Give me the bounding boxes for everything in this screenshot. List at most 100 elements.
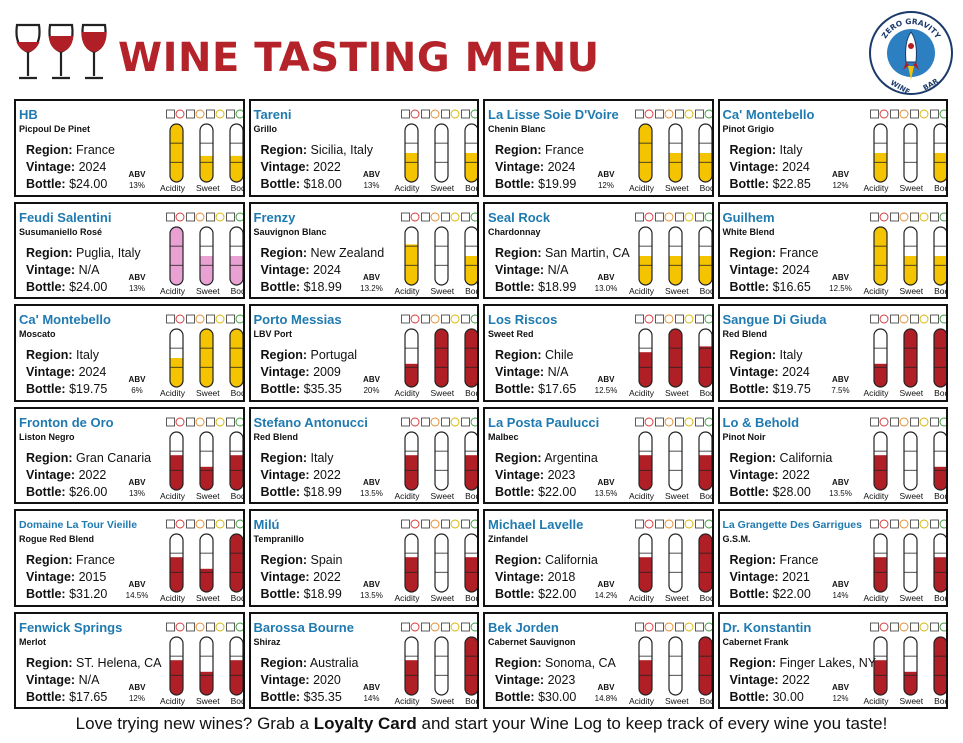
sweet-tube [199,635,214,696]
body-label: Body [934,490,946,501]
wine-details: Region: Italy Vintage: 2024 Bottle: $22.85 [730,142,811,193]
wine-card: Seal Rock Chardonnay Region: San Martin, C… [483,201,714,299]
region-line: Region: California [495,553,598,567]
acidity-label: Acidity [160,285,186,296]
bottle-line: Bottle: $24.00 [26,279,108,294]
grape-variety: Red Blend [722,329,768,339]
wine-details: Region: Chile Vintage: N/A Bottle: $17.65 [495,347,576,398]
bottle-price: $22.00 [772,587,811,601]
loyalty-card-text: Loyalty Card [313,714,417,733]
rating-scale-icon [635,519,712,529]
vintage-line: Vintage: 2022 [729,672,810,687]
scale-axis: Acidity Sweet Body [160,491,243,501]
header: WINE TASTING MENU ZERO GRAVITY WINE BAR [0,0,963,98]
taste-tubes [403,635,478,696]
bottle-line: Bottle: $19.75 [729,382,811,396]
grape-variety: Shiraz [253,636,281,647]
body-label: Body [699,593,712,603]
body-tube [463,225,478,286]
rating-scale-icon [166,212,243,221]
wine-details: Region: France Vintage: 2024 Bottle: $24.0… [26,142,115,193]
bottle-line: Bottle: $19.75 [26,382,108,396]
wine-name: Domaine La Tour Vieille [19,519,138,531]
region-value: Sonoma, CA [545,655,616,670]
region-value: Gran Canaria [76,450,152,465]
wine-card: Tareni Grillo Region: Sicilia, Italy Vintag… [248,99,479,197]
wine-name: Feudi Salentini [19,209,112,225]
sweet-tube [199,328,214,388]
sweet-label: Sweet [665,593,689,603]
scale-axis: Acidity Sweet Body [160,183,243,193]
region-value: Puglia, Italy [76,245,141,260]
sweet-tube [668,533,683,593]
wine-card: Barossa Bourne Shiraz Region: Australia Vin… [248,611,479,709]
sweet-tube [668,635,683,696]
wine-details: Region: San Martin, CA Vintage: N/A Bottle… [495,245,630,296]
body-tube [463,635,478,696]
grape-variety: Picpoul De Pinet [19,124,91,134]
scale-axis: Acidity Sweet Body [160,593,243,603]
bottle-price: $30.00 [538,689,577,704]
footer-note: Love trying new wines? Grab a Loyalty Ca… [75,714,888,733]
bottle-line: Bottle: $24.00 [26,177,108,191]
taste-tubes [169,635,243,696]
vintage-line: Vintage: 2022 [260,570,341,584]
vintage-value: 2024 [78,160,107,174]
acidity-tube [403,635,419,696]
bottle-price: $35.35 [303,689,342,704]
taste-tubes [403,225,478,286]
wine-name: Los Riscos [488,312,558,327]
wine-details: Region: New Zealand Vintage: 2024 Bottle: … [261,245,385,296]
body-label: Body [934,593,946,603]
sweet-tube [433,328,449,388]
wine-name: Tareni [253,107,292,122]
body-tube [463,123,478,183]
wine-card: Guilhem White Blend Region: France Vintage:… [717,201,948,299]
bottle-price: $16.65 [772,279,811,294]
abv-badge: ABV 12% [828,682,854,704]
region-value: France [545,143,584,157]
wine-name: Ca' Montebello [19,312,111,327]
wine-name: Milú [253,517,280,532]
bottle-line: Bottle: $22.00 [729,587,811,601]
body-tube [932,328,947,388]
body-label: Body [465,388,477,398]
vintage-line: Vintage: 2024 [495,160,576,174]
vintage-line: Vintage: 2022 [260,160,341,174]
wine-card: Frenzy Sauvignon Blanc Region: New Zealand… [248,201,479,299]
vintage-line: Vintage: 2024 [729,365,810,379]
wine-card: Ca' Montebello Moscato Region: Italy Vintag… [14,304,245,402]
wine-glasses-icon [15,23,107,80]
vintage-value: 2024 [782,262,810,277]
taste-tubes [638,225,712,286]
acidity-tube [403,533,419,593]
taste-tubes [638,533,712,593]
scale-axis: Acidity Sweet Body [160,388,243,398]
wine-name: La Lisse Soie D'Voire [488,107,619,122]
abv-value: 6% [131,386,143,395]
grape-variety: Chenin Blanc [488,124,546,134]
rating-scale-icon [635,417,712,426]
abv-badge: ABV 13.5% [829,477,852,498]
sweet-label: Sweet [196,593,220,603]
scale-axis: Acidity Sweet Body [629,183,712,193]
body-label: Body [230,388,243,398]
vintage-value: 2009 [313,365,341,379]
body-label: Body [699,695,712,706]
wine-details: Region: Spain Vintage: 2022 Bottle: $18.99 [261,552,343,603]
abv-badge: ABV 13% [124,272,150,294]
bottle-line: Bottle: $30.00 [495,689,577,704]
body-label: Body [230,593,243,603]
sweet-tube [668,328,683,388]
bottle-price: $17.65 [538,382,577,396]
region-value: France [779,245,819,260]
abv-value: 12% [832,693,849,703]
taste-tubes [169,225,243,286]
abv-badge: ABV 13.5% [360,477,383,498]
acidity-label: Acidity [629,490,655,501]
sweet-tube [199,533,214,593]
bottle-price: $17.65 [69,689,108,704]
wine-name: Sangue Di Giuda [722,312,827,327]
sweet-label: Sweet [196,285,220,296]
vintage-line: Vintage: 2024 [26,160,107,174]
